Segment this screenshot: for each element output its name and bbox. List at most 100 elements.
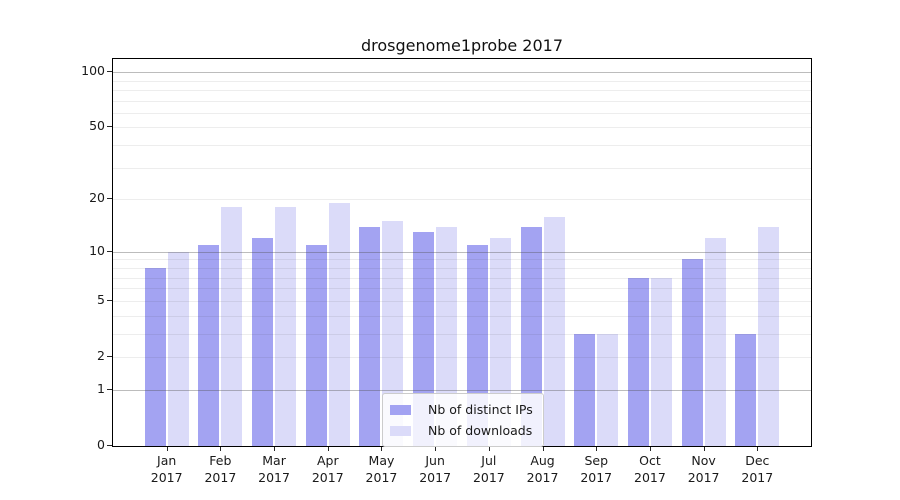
legend-swatch-downloads <box>390 425 411 436</box>
x-tick-label-year: 2017 <box>472 469 505 485</box>
y-tick-mark <box>107 198 112 200</box>
bar-oct-downloads <box>650 277 672 446</box>
bar-dec-distinct-ips <box>735 333 757 446</box>
x-tick-label-month: Jan <box>157 453 177 468</box>
x-tick-label-dec: Dec 2017 <box>725 453 789 486</box>
x-tick-label-year: 2017 <box>634 469 666 485</box>
x-tick-label-year: 2017 <box>311 469 344 485</box>
minor-gridline <box>113 100 811 102</box>
bar-nov-distinct-ips <box>681 259 703 446</box>
x-tick-mark <box>649 447 651 451</box>
x-tick-label-month: May <box>368 453 395 468</box>
x-tick-label-nov: Nov 2017 <box>672 453 736 486</box>
y-tick-mark <box>107 126 112 128</box>
x-tick-label-month: Oct <box>639 453 661 468</box>
bar-sep-distinct-ips <box>574 333 596 446</box>
bar-aug-downloads <box>543 216 565 446</box>
chart-title: drosgenome1probe 2017 <box>360 36 564 55</box>
minor-gridline <box>113 259 811 261</box>
y-tick-label: 5 <box>97 291 105 307</box>
x-tick-mark <box>381 447 383 451</box>
y-tick-label: 0 <box>97 437 105 452</box>
x-tick-mark <box>274 447 276 451</box>
y-tick-label: 100 <box>81 63 105 79</box>
minor-gridline <box>113 288 811 290</box>
x-tick-label-jul: Jul 2017 <box>457 453 521 486</box>
bar-sep-downloads <box>597 333 619 446</box>
bar-oct-distinct-ips <box>627 277 649 446</box>
y-tick-mark <box>107 356 112 357</box>
bar-dec-downloads <box>758 226 780 446</box>
minor-gridline <box>113 357 811 358</box>
x-tick-label-year: 2017 <box>419 469 452 485</box>
legend-swatch-distinct-ips <box>390 404 411 415</box>
y-tick-mark <box>107 250 112 252</box>
minor-gridline <box>113 167 811 169</box>
bar-feb-downloads <box>221 207 243 446</box>
minor-gridline <box>113 315 811 317</box>
minor-gridline <box>113 199 811 201</box>
minor-gridline <box>113 112 811 114</box>
bar-nov-downloads <box>704 238 726 446</box>
minor-gridline <box>113 277 811 279</box>
x-tick-label-year: 2017 <box>580 469 613 485</box>
major-gridline <box>113 389 811 391</box>
x-tick-mark <box>757 447 759 451</box>
minor-gridline <box>113 127 811 129</box>
x-tick-label-year: 2017 <box>526 469 559 485</box>
legend-label-downloads: Nb of downloads <box>428 423 533 438</box>
minor-gridline <box>113 90 811 92</box>
x-tick-label-month: Jul <box>481 453 497 468</box>
legend-label-distinct-ips: Nb of distinct IPs <box>428 402 533 417</box>
minor-gridline <box>113 80 811 82</box>
bar-jan-downloads <box>167 251 189 446</box>
y-tick-mark <box>107 71 112 73</box>
x-tick-label-month: Apr <box>316 453 339 468</box>
x-tick-mark <box>542 447 544 451</box>
y-tick-label: 10 <box>89 242 105 258</box>
minor-gridline <box>113 300 811 302</box>
x-tick-mark <box>488 447 490 451</box>
bar-may-distinct-ips <box>359 226 381 446</box>
legend-item-downloads: Nb of downloads <box>390 420 533 441</box>
legend: Nb of distinct IPs Nb of downloads <box>382 393 544 447</box>
y-tick-label: 1 <box>97 380 105 396</box>
major-gridline <box>113 251 811 253</box>
y-tick-label: 2 <box>97 348 105 363</box>
x-tick-label-month: Aug <box>530 453 555 468</box>
y-tick-mark <box>107 299 112 301</box>
y-tick-label: 50 <box>89 118 105 134</box>
bar-apr-distinct-ips <box>305 244 327 446</box>
minor-gridline <box>113 145 811 147</box>
x-tick-label-month: Mar <box>262 453 286 468</box>
x-tick-label-aug: Aug 2017 <box>511 453 575 486</box>
x-tick-mark <box>596 447 598 451</box>
x-tick-label-mar: Mar 2017 <box>242 453 306 486</box>
bar-apr-downloads <box>328 203 350 446</box>
x-tick-label-may: May 2017 <box>349 453 413 486</box>
x-tick-mark <box>703 447 705 451</box>
x-tick-label-jun: Jun 2017 <box>403 453 467 486</box>
bar-jun-downloads <box>436 226 458 446</box>
gridlines-layer <box>113 59 811 446</box>
y-tick-mark <box>107 445 112 446</box>
x-tick-label-month: Jun <box>425 453 445 468</box>
bar-jan-distinct-ips <box>144 268 166 446</box>
legend-item-distinct-ips: Nb of distinct IPs <box>390 399 533 420</box>
bar-mar-distinct-ips <box>252 238 274 446</box>
bar-mar-downloads <box>275 207 297 446</box>
x-tick-label-jan: Jan 2017 <box>135 453 199 486</box>
x-tick-mark <box>327 447 329 451</box>
y-tick-label: 20 <box>89 190 105 206</box>
x-tick-label-month: Sep <box>584 453 608 468</box>
x-tick-mark <box>435 447 437 451</box>
x-tick-mark <box>220 447 222 451</box>
x-tick-label-year: 2017 <box>365 469 398 485</box>
bar-feb-distinct-ips <box>198 244 220 446</box>
minor-gridline <box>113 333 811 335</box>
x-tick-label-year: 2017 <box>150 469 183 485</box>
major-gridline <box>113 72 811 74</box>
x-tick-label-year: 2017 <box>204 469 237 485</box>
x-tick-label-month: Feb <box>209 453 232 468</box>
